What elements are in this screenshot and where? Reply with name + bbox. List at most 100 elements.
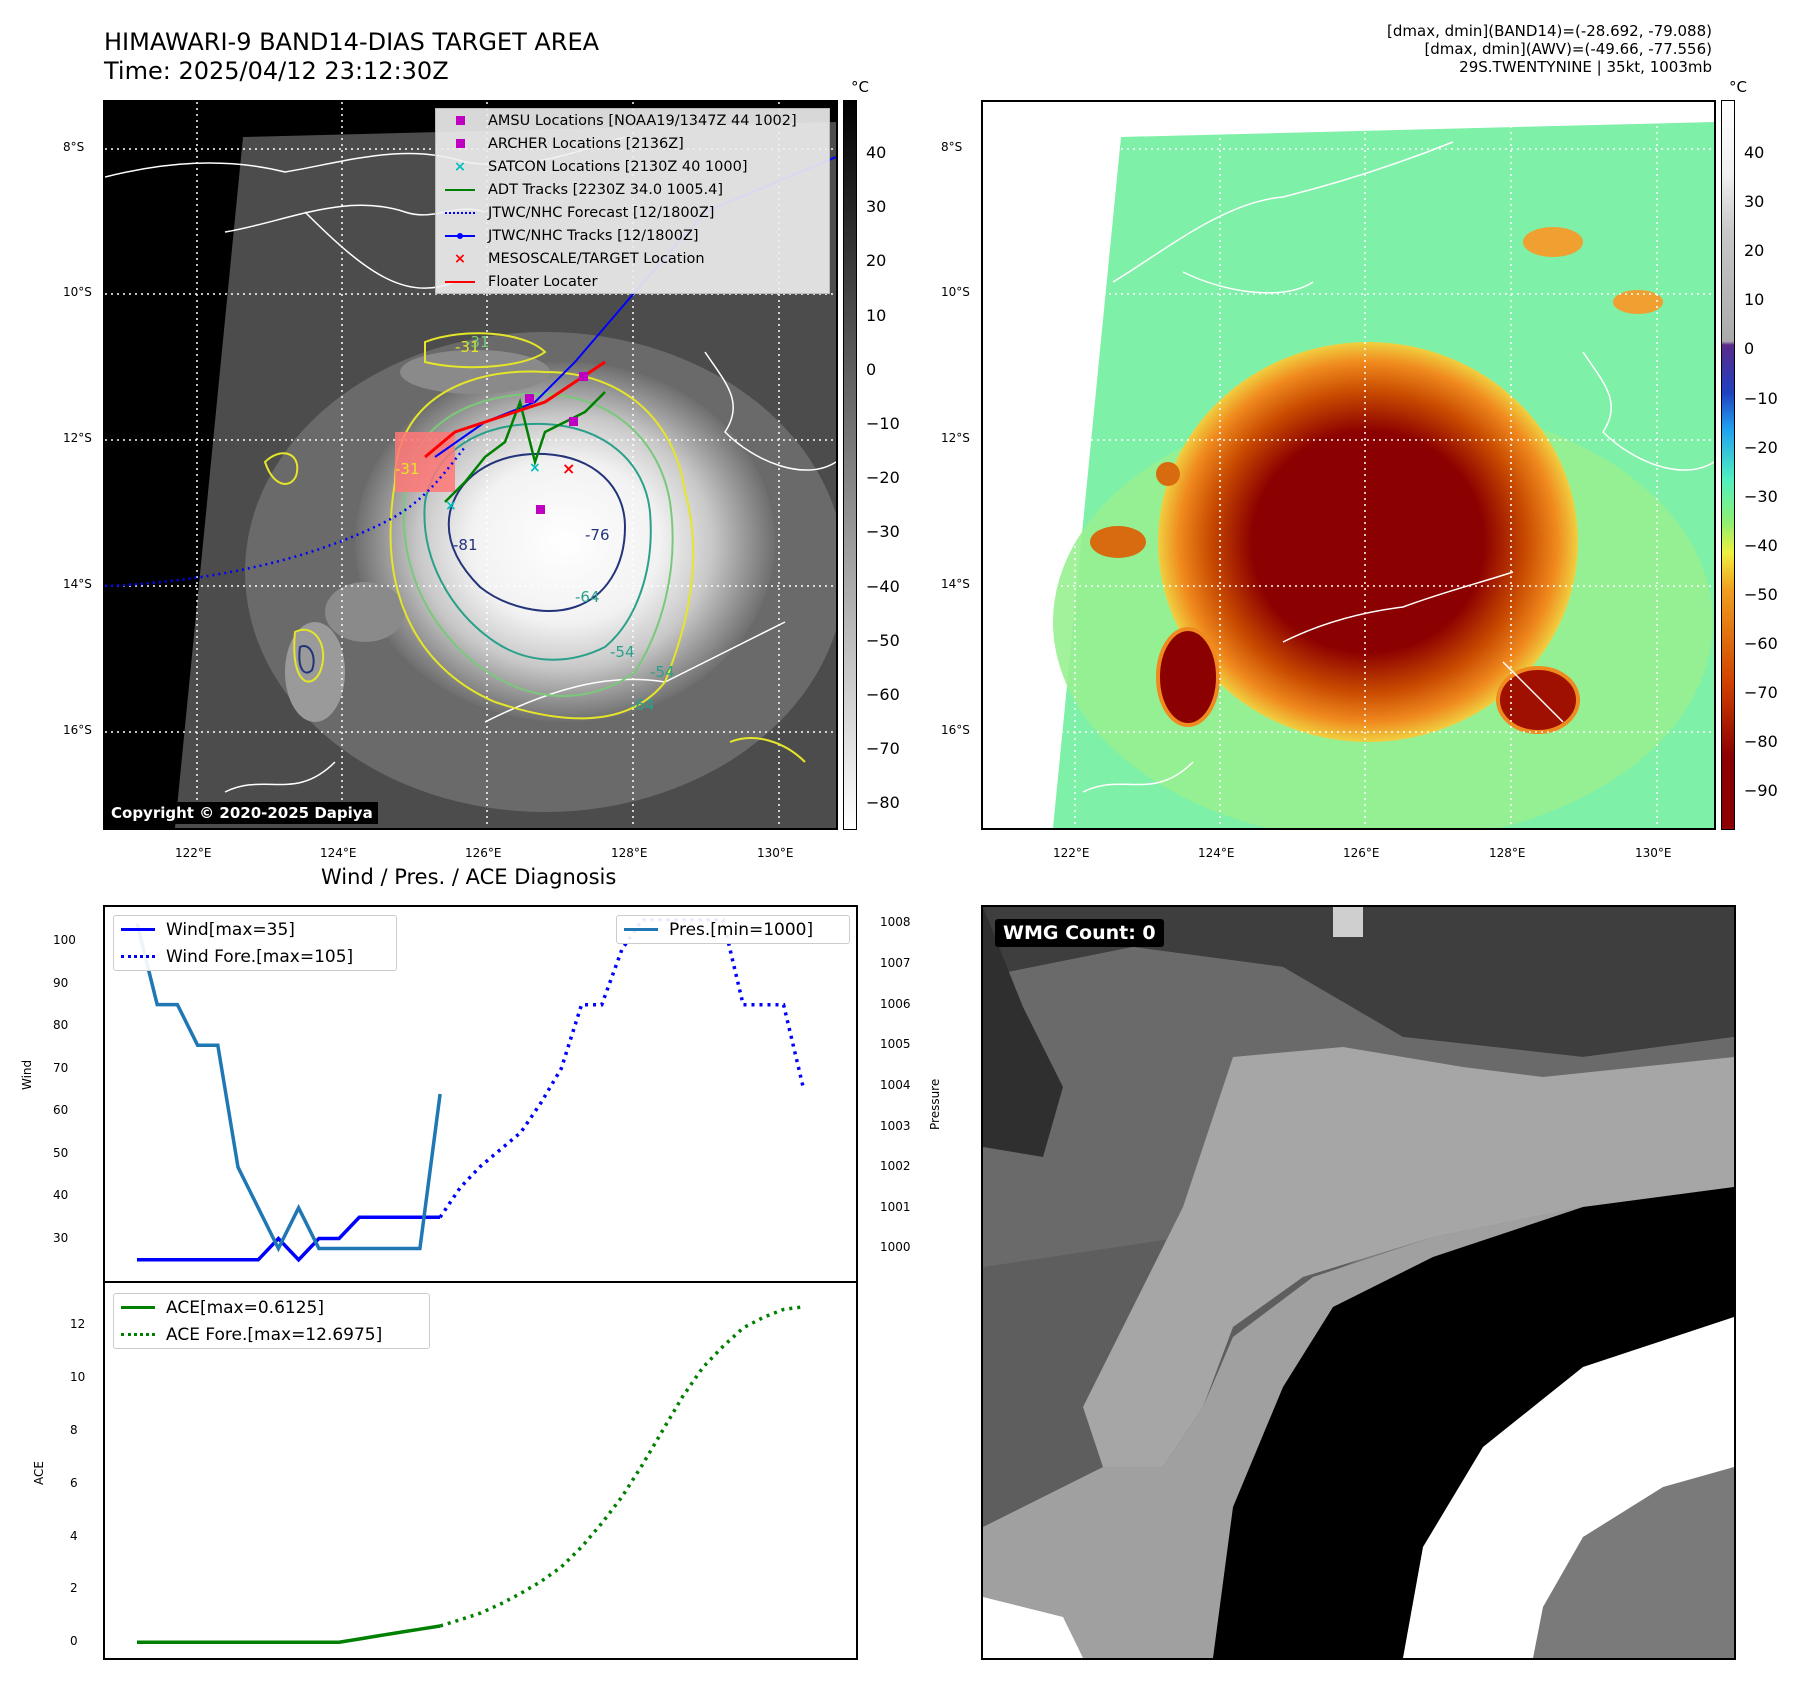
pressure-tick-label: 1002 <box>880 1159 911 1174</box>
legend-item-ace: ACE[max=0.6125] <box>114 1294 429 1321</box>
colorbar-tick-label: 10 <box>1744 290 1765 310</box>
wmg-image <box>983 907 1734 1658</box>
line-dot-icon <box>442 232 478 240</box>
pressure-axis-label: Pressure <box>928 1078 942 1130</box>
legend-label: JTWC/NHC Forecast [12/1800Z] <box>488 204 715 221</box>
contour-labels: -31 -31 -81 -76 -64 -54 -54 -64 -31 <box>395 333 675 714</box>
cold-cell <box>1156 462 1180 486</box>
colorbar-tick-label: 30 <box>866 197 887 217</box>
pressure-tick-label: 1006 <box>880 996 911 1011</box>
cold-cell <box>1523 227 1583 257</box>
lat-tick-label: 8°S <box>941 140 963 154</box>
legend-item-jtwc-tracks: JTWC/NHC Tracks [12/1800Z] <box>436 224 829 247</box>
lon-tick-label: 122°E <box>1053 846 1090 860</box>
colorbar-tick-label: 40 <box>1744 143 1765 162</box>
colorbar-tick-label: −10 <box>1744 388 1778 408</box>
legend-label: AMSU Locations [NOAA19/1347Z 44 1002] <box>488 112 797 129</box>
legend-label: SATCON Locations [2130Z 40 1000] <box>488 158 748 175</box>
figure-title-line2: Time: 2025/04/12 23:12:30Z <box>104 57 449 85</box>
lat-tick-label: 14°S <box>941 577 970 591</box>
diagnosis-title: Wind / Pres. / ACE Diagnosis <box>321 865 617 889</box>
ace-legend: ACE[max=0.6125] ACE Fore.[max=12.6975] <box>113 1293 430 1349</box>
series-line <box>137 1624 441 1644</box>
wind-axis-label: Wind <box>20 1059 34 1090</box>
legend-item-wind-forecast: Wind Fore.[max=105] <box>114 943 396 970</box>
ace-tick-label: 2 <box>70 1581 78 1596</box>
lon-tick-label: 128°E <box>611 846 648 860</box>
lon-tick-label: 130°E <box>757 846 794 860</box>
info-line3: 29S.TWENTYNINE | 35kt, 1003mb <box>1459 58 1712 76</box>
figure-title-line1: HIMAWARI-9 BAND14-DIAS TARGET AREA <box>104 28 600 56</box>
contour-label: -31 <box>465 333 490 351</box>
colorbar-tick-label: −70 <box>1744 683 1778 703</box>
colorbar-tick-label: 20 <box>866 251 887 271</box>
legend-item-wind: Wind[max=35] <box>114 916 396 943</box>
ace-tick-label: 4 <box>70 1528 78 1543</box>
info-line1: [dmax, dmin](BAND14)=(-28.692, -79.088) <box>1387 22 1712 40</box>
line-icon <box>120 928 156 931</box>
lon-tick-label: 126°E <box>1343 846 1380 860</box>
x-icon: × <box>453 250 467 267</box>
legend-item-mesoscale: × MESOSCALE/TARGET Location <box>436 247 829 270</box>
wmg-panel: WMG Count: 0 <box>981 905 1736 1660</box>
legend-label: Pres.[min=1000] <box>669 919 814 940</box>
lat-lon-grid <box>983 102 1714 828</box>
cold-cell <box>1613 290 1663 314</box>
square-icon <box>442 139 478 148</box>
lon-tick-label: 124°E <box>320 846 357 860</box>
lon-tick-label: 128°E <box>1489 846 1526 860</box>
contour-label: -64 <box>630 696 655 714</box>
colorbar-tick-label: −50 <box>866 630 900 650</box>
colorbar-tick-label: −40 <box>1744 535 1778 555</box>
colorbar-tick-label: −60 <box>866 685 900 704</box>
wind-tick-label: 60 <box>53 1103 69 1117</box>
ace-axis-label: ACE <box>32 1461 46 1485</box>
wind-tick-label: 40 <box>53 1188 69 1202</box>
cold-cell <box>1156 627 1220 727</box>
colorbar-tick-label: −80 <box>866 793 900 813</box>
satcon-marker: × <box>445 498 457 514</box>
wmg-region-pale <box>1333 907 1363 937</box>
contour-label: -31 <box>455 338 480 356</box>
dotted-line-icon <box>442 211 478 214</box>
info-block: [dmax, dmin](BAND14)=(-28.692, -79.088) … <box>1387 22 1712 76</box>
line-icon <box>442 188 478 191</box>
contour-label: -81 <box>453 536 478 554</box>
line-icon <box>120 1306 156 1309</box>
cold-core <box>1158 342 1578 742</box>
legend-item-floater: Floater Locater <box>436 270 829 293</box>
lat-tick-label: 16°S <box>941 723 970 737</box>
legend-item-archer: ARCHER Locations [2136Z] <box>436 132 829 155</box>
band14-map-panel: × × × -31 -31 -81 -76 -64 -54 -54 -64 -3… <box>103 100 838 830</box>
lon-tick-label: 126°E <box>465 846 502 860</box>
pressure-legend: Pres.[min=1000] <box>616 915 850 944</box>
colorbar-tick-label: −20 <box>1744 437 1778 457</box>
colorbar-tick-label: −20 <box>866 468 900 488</box>
coastlines <box>1082 141 1714 793</box>
legend-label: MESOSCALE/TARGET Location <box>488 250 705 267</box>
ace-tick-label: 10 <box>70 1370 86 1385</box>
series-line <box>135 922 442 1253</box>
archer-marker <box>536 505 545 514</box>
legend-label: ACE[max=0.6125] <box>166 1297 324 1318</box>
ace-plot <box>137 1305 805 1644</box>
wmg-region-light <box>1083 1047 1734 1467</box>
awv-map-image <box>983 102 1714 828</box>
floater-line <box>424 360 606 459</box>
colorbar-tick-label: −70 <box>866 739 900 759</box>
line-icon <box>442 280 478 283</box>
legend-label: ADT Tracks [2230Z 34.0 1005.4] <box>488 181 724 198</box>
band14-colorbar-unit: °C <box>851 78 869 96</box>
wind-pressure-plot <box>135 918 806 1263</box>
ace-tick-label: 8 <box>70 1422 78 1437</box>
wind-tick-label: 90 <box>53 975 69 990</box>
lat-tick-label: 12°S <box>941 431 970 445</box>
amsu-marker <box>525 394 534 403</box>
lat-tick-label: 10°S <box>941 285 970 299</box>
archer-marker <box>579 372 588 381</box>
line-icon <box>623 928 659 931</box>
cloud-cell <box>325 582 405 642</box>
wind-pressure-panel: Wind[max=35] Wind Fore.[max=105] Pres.[m… <box>103 905 858 1283</box>
lat-tick-label: 10°S <box>63 285 92 299</box>
wmg-count-label: WMG Count: 0 <box>995 919 1164 947</box>
